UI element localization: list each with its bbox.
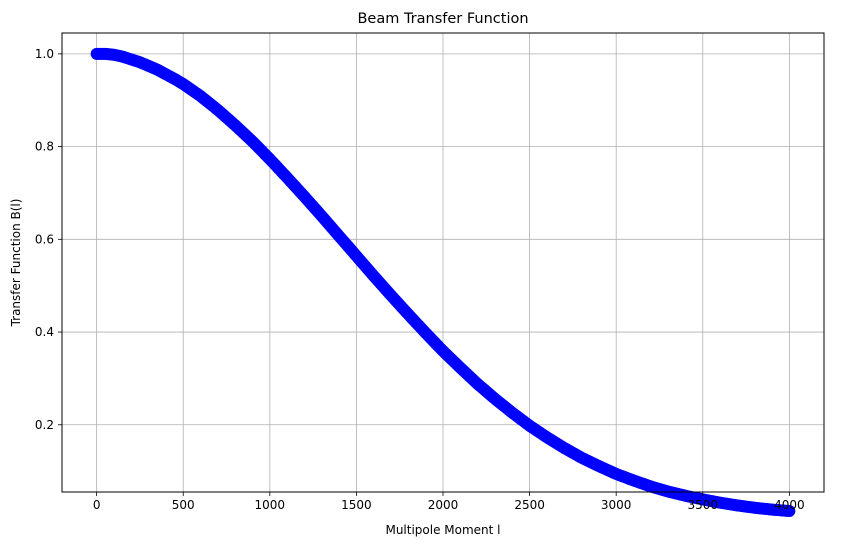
y-tick-label: 0.8 <box>35 140 54 154</box>
y-axis-label: Transfer Function B(l) <box>9 199 23 328</box>
x-tick-label: 1500 <box>341 498 372 512</box>
x-tick-label: 2500 <box>514 498 545 512</box>
y-tick-label: 0.6 <box>35 232 54 246</box>
x-tick-label: 500 <box>172 498 195 512</box>
x-tick-label: 2000 <box>428 498 459 512</box>
chart-title: Beam Transfer Function <box>357 11 528 27</box>
x-tick-label: 0 <box>93 498 101 512</box>
y-tick-label: 0.4 <box>35 325 54 339</box>
series-group <box>90 47 796 518</box>
x-tick-label: 3500 <box>687 498 718 512</box>
x-axis-label: Multipole Moment l <box>385 523 500 537</box>
data-point <box>783 505 796 518</box>
y-tick-label: 0.2 <box>35 418 54 432</box>
grid <box>62 33 824 492</box>
x-tick-label: 4000 <box>774 498 805 512</box>
series-0 <box>90 47 796 518</box>
y-tick-label: 1.0 <box>35 47 54 61</box>
x-tick-label: 3000 <box>601 498 632 512</box>
x-tick-label: 1000 <box>255 498 286 512</box>
ticks: 0 500 1000 1500 2000 2500 3000 3500 4000 0.2 0.4 0.… <box>35 47 805 512</box>
